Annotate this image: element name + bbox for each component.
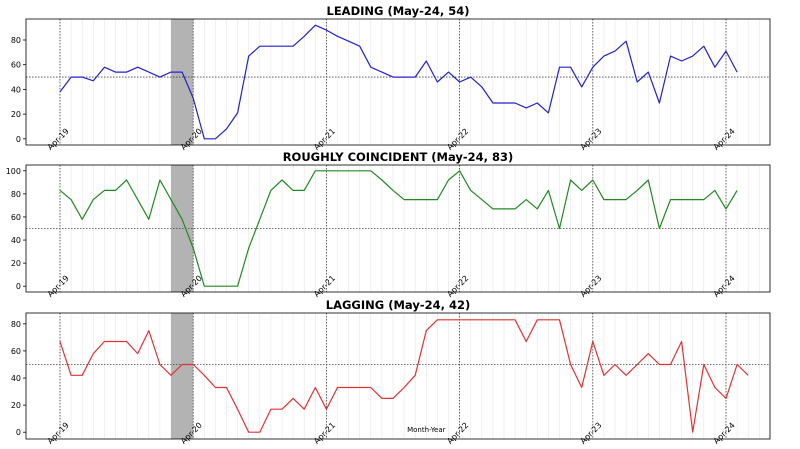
y-tick-label: 80 — [11, 320, 21, 329]
x-tick-label: Apr-21 — [312, 421, 337, 446]
y-tick-label: 20 — [11, 110, 21, 119]
y-tick-label: 100 — [6, 167, 21, 176]
chart-title: LEADING (May-24, 54) — [327, 4, 470, 18]
x-tick-label: Apr-23 — [579, 274, 604, 299]
y-tick-label: 0 — [16, 282, 21, 291]
y-tick-label: 0 — [16, 428, 21, 437]
y-tick-label: 60 — [11, 347, 21, 356]
x-tick-label: Apr-19 — [46, 127, 71, 152]
series-line — [59, 170, 738, 287]
y-tick-label: 60 — [11, 61, 21, 70]
x-tick-label: Apr-22 — [445, 127, 470, 152]
y-tick-label: 40 — [11, 85, 21, 94]
x-tick-label: Apr-22 — [445, 421, 470, 446]
x-tick-label: Apr-24 — [712, 127, 737, 152]
chart-title: LAGGING (May-24, 42) — [326, 298, 470, 312]
x-axis-label: Month-Year — [407, 426, 446, 434]
y-tick-label: 20 — [11, 259, 21, 268]
y-tick-label: 20 — [11, 401, 21, 410]
y-tick-label: 60 — [11, 213, 21, 222]
plot-frame — [25, 164, 771, 293]
x-tick-label: Apr-24 — [712, 274, 737, 299]
series-line — [59, 319, 749, 433]
x-tick-label: Apr-21 — [312, 274, 337, 299]
x-tick-label: Apr-23 — [579, 421, 604, 446]
y-tick-label: 0 — [16, 135, 21, 144]
chart-title: ROUGHLY COINCIDENT (May-24, 83) — [283, 150, 514, 164]
y-tick-label: 80 — [11, 190, 21, 199]
x-tick-label: Apr-21 — [312, 127, 337, 152]
x-tick-label: Apr-19 — [46, 274, 71, 299]
series-line — [59, 24, 738, 140]
y-tick-label: 40 — [11, 236, 21, 245]
y-tick-label: 40 — [11, 374, 21, 383]
x-tick-label: Apr-23 — [579, 127, 604, 152]
x-tick-label: Apr-19 — [46, 421, 71, 446]
recession-shade — [171, 19, 194, 145]
y-tick-label: 80 — [11, 36, 21, 45]
recession-shade — [171, 313, 194, 439]
plot-frame — [25, 18, 771, 146]
plot-frame — [25, 312, 771, 440]
x-tick-label: Apr-24 — [712, 421, 737, 446]
x-tick-label: Apr-22 — [445, 274, 470, 299]
